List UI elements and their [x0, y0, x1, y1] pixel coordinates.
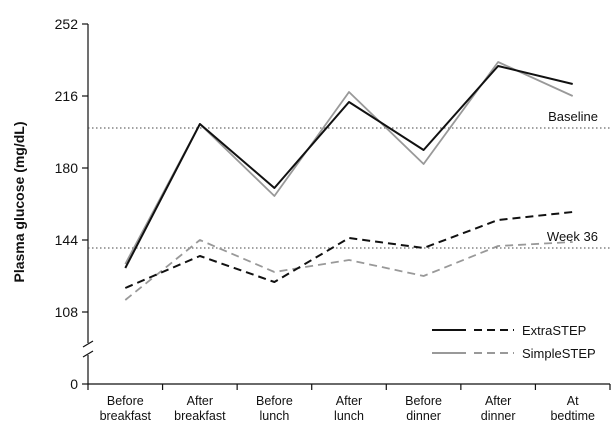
- axis-break-mark: [82, 350, 94, 358]
- series-line: [124, 239, 573, 301]
- series-line: [124, 61, 574, 265]
- x-tick-label: After lunch: [334, 394, 364, 423]
- x-tick-label-line: dinner: [406, 409, 441, 423]
- x-tick-label-line: After: [485, 394, 511, 408]
- x-tick-label-line: After: [336, 394, 362, 408]
- x-tick-label-line: Before: [405, 394, 442, 408]
- x-tick-label-line: breakfast: [100, 409, 152, 423]
- y-axis-label: Plasma glucose (mg/dL): [11, 121, 27, 282]
- x-tick-label-line: lunch: [259, 409, 289, 423]
- x-tick-label-line: bedtime: [550, 409, 595, 423]
- x-tick-label: After breakfast: [174, 394, 226, 423]
- series-layer: [124, 61, 574, 301]
- x-tick-label-line: Before: [256, 394, 293, 408]
- reference-lines: Baseline Week 36: [88, 109, 610, 249]
- x-tick-label-line: breakfast: [174, 409, 226, 423]
- y-tick-label: 144: [55, 232, 79, 248]
- y-tick-label: 180: [55, 160, 79, 176]
- x-tick-label-line: Before: [107, 394, 144, 408]
- y-tick-label: 0: [70, 376, 78, 392]
- x-tick-label: At bedtime: [550, 394, 595, 423]
- x-tick-label: Before breakfast: [100, 394, 152, 423]
- x-tick-label: Before dinner: [405, 394, 442, 423]
- x-tick-label: Before lunch: [256, 394, 293, 423]
- legend-label: SimpleSTEP: [522, 346, 596, 361]
- legend: ExtraSTEP SimpleSTEP: [432, 323, 596, 361]
- legend-label: ExtraSTEP: [522, 323, 586, 338]
- x-tick-label-line: lunch: [334, 409, 364, 423]
- x-tick-label-line: At: [567, 394, 579, 408]
- y-tick-label: 216: [55, 88, 79, 104]
- series-line: [124, 211, 573, 289]
- y-tick-label: 108: [55, 304, 79, 320]
- series-line: [124, 65, 573, 269]
- x-tick-label-line: After: [187, 394, 213, 408]
- reference-label: Week 36: [547, 229, 598, 244]
- x-tick-label: After dinner: [481, 394, 516, 423]
- x-tick-label-line: dinner: [481, 409, 516, 423]
- reference-label: Baseline: [548, 109, 598, 124]
- y-tick-label: 252: [55, 16, 79, 32]
- axis-break-mark: [82, 340, 94, 348]
